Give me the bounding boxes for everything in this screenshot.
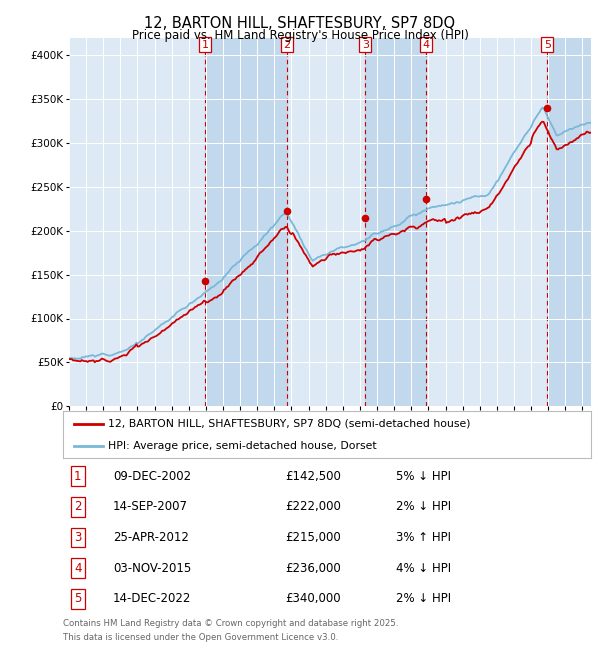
- Text: 3% ↑ HPI: 3% ↑ HPI: [395, 531, 451, 544]
- Text: 4: 4: [422, 40, 429, 49]
- Bar: [205, 38, 287, 406]
- Text: 2: 2: [74, 500, 82, 514]
- Text: £236,000: £236,000: [285, 562, 341, 575]
- Text: 25-APR-2012: 25-APR-2012: [113, 531, 189, 544]
- Text: 1: 1: [74, 470, 82, 483]
- Text: 03-NOV-2015: 03-NOV-2015: [113, 562, 191, 575]
- Text: 4% ↓ HPI: 4% ↓ HPI: [395, 562, 451, 575]
- Bar: [547, 38, 591, 406]
- Text: 2% ↓ HPI: 2% ↓ HPI: [395, 592, 451, 605]
- Text: Contains HM Land Registry data © Crown copyright and database right 2025.: Contains HM Land Registry data © Crown c…: [63, 619, 398, 628]
- Text: 5: 5: [544, 40, 551, 49]
- Text: £215,000: £215,000: [285, 531, 341, 544]
- Text: £340,000: £340,000: [285, 592, 340, 605]
- Text: 09-DEC-2002: 09-DEC-2002: [113, 470, 191, 483]
- Text: 3: 3: [74, 531, 82, 544]
- Bar: [365, 38, 425, 406]
- Text: 5: 5: [74, 592, 82, 605]
- Text: 12, BARTON HILL, SHAFTESBURY, SP7 8DQ (semi-detached house): 12, BARTON HILL, SHAFTESBURY, SP7 8DQ (s…: [108, 419, 470, 429]
- Text: Price paid vs. HM Land Registry's House Price Index (HPI): Price paid vs. HM Land Registry's House …: [131, 29, 469, 42]
- Text: 4: 4: [74, 562, 82, 575]
- Text: 3: 3: [362, 40, 369, 49]
- Text: 2% ↓ HPI: 2% ↓ HPI: [395, 500, 451, 514]
- Text: 12, BARTON HILL, SHAFTESBURY, SP7 8DQ: 12, BARTON HILL, SHAFTESBURY, SP7 8DQ: [145, 16, 455, 31]
- Text: 5% ↓ HPI: 5% ↓ HPI: [395, 470, 451, 483]
- Text: This data is licensed under the Open Government Licence v3.0.: This data is licensed under the Open Gov…: [63, 633, 338, 642]
- Text: 14-DEC-2022: 14-DEC-2022: [113, 592, 191, 605]
- Text: 14-SEP-2007: 14-SEP-2007: [113, 500, 188, 514]
- Text: 1: 1: [202, 40, 208, 49]
- Text: 2: 2: [283, 40, 290, 49]
- Text: HPI: Average price, semi-detached house, Dorset: HPI: Average price, semi-detached house,…: [108, 441, 377, 451]
- Text: £142,500: £142,500: [285, 470, 341, 483]
- Text: £222,000: £222,000: [285, 500, 341, 514]
